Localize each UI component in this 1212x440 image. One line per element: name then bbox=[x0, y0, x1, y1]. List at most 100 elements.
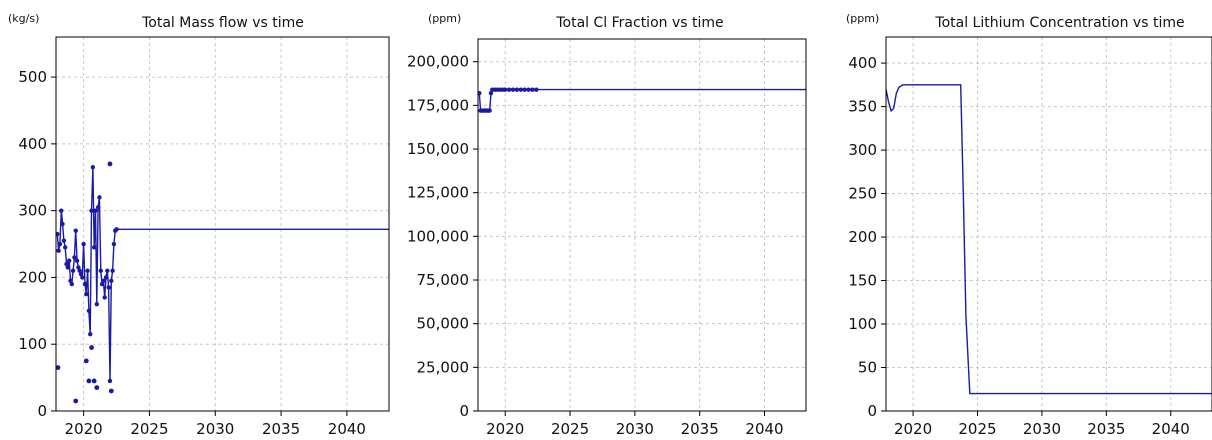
y-tick-label: 100 bbox=[848, 315, 877, 333]
data-point bbox=[89, 345, 94, 350]
data-point bbox=[488, 90, 494, 96]
chart-1: 2020 2025 2030 2035 2040 0 100 200 300 400 500 (kg/… bbox=[8, 12, 390, 438]
data-point bbox=[84, 291, 89, 297]
unit-label: (kg/s) bbox=[8, 12, 39, 25]
data-point bbox=[88, 331, 93, 337]
data-point bbox=[530, 87, 535, 92]
y-tick-label: 125,000 bbox=[407, 184, 469, 202]
data-point bbox=[114, 227, 119, 232]
data-point bbox=[57, 241, 63, 247]
data-point bbox=[510, 87, 516, 92]
data-point bbox=[503, 87, 508, 92]
plot-frame bbox=[477, 38, 807, 412]
x-tick-label: 2020 bbox=[486, 420, 524, 438]
x-tick-label: 2025 bbox=[130, 420, 168, 438]
chart-2: 2020 2025 2030 2035 2040 0 25,000 50,000 75,000 1… bbox=[407, 12, 807, 438]
plot-frame bbox=[55, 36, 390, 412]
y-tick-label: 200 bbox=[848, 228, 877, 246]
y-tick-label: 50,000 bbox=[417, 315, 470, 333]
series-line-1 bbox=[886, 84, 1212, 395]
data-point bbox=[526, 87, 531, 92]
y-tick-label: 75,000 bbox=[417, 271, 470, 289]
data-point bbox=[97, 195, 102, 200]
data-point bbox=[107, 161, 113, 167]
y-tick-label: 150 bbox=[848, 272, 877, 290]
x-tick-label: 2040 bbox=[328, 420, 366, 438]
data-point bbox=[66, 258, 72, 263]
data-point bbox=[106, 285, 111, 290]
y-tick-label: 300 bbox=[848, 141, 877, 159]
y-tick-label: 0 bbox=[37, 402, 47, 420]
data-point bbox=[56, 248, 61, 253]
chart-title: Total Lithium Concentration vs time bbox=[934, 15, 1184, 31]
data-point bbox=[487, 108, 492, 113]
data-point bbox=[506, 87, 512, 92]
data-point bbox=[56, 231, 60, 237]
data-point bbox=[110, 268, 115, 273]
plot-area bbox=[886, 84, 1212, 395]
data-point bbox=[61, 238, 67, 243]
data-point bbox=[85, 268, 90, 273]
data-point bbox=[63, 245, 68, 250]
data-point bbox=[522, 87, 527, 92]
data-point bbox=[89, 208, 94, 213]
data-point bbox=[111, 241, 117, 247]
data-point bbox=[78, 271, 84, 277]
data-point bbox=[56, 365, 61, 370]
data-point bbox=[69, 281, 74, 287]
y-tick-label: 50 bbox=[858, 359, 877, 377]
plot-area bbox=[56, 161, 389, 404]
x-tick-label: 2035 bbox=[262, 420, 300, 438]
y-tick-label: 175,000 bbox=[407, 96, 469, 114]
series-line-1 bbox=[56, 167, 389, 381]
series-line-1 bbox=[478, 88, 806, 112]
data-point bbox=[70, 268, 76, 273]
data-point bbox=[107, 378, 113, 384]
data-point bbox=[518, 87, 523, 92]
data-point bbox=[64, 261, 69, 267]
y-tick-label: 300 bbox=[18, 202, 47, 220]
data-point bbox=[94, 301, 100, 307]
data-point bbox=[108, 388, 114, 394]
data-point bbox=[60, 221, 65, 227]
x-tick-label: 2030 bbox=[616, 420, 654, 438]
x-tick-label: 2030 bbox=[196, 420, 234, 438]
chart-title: Total Cl Fraction vs time bbox=[555, 15, 723, 31]
data-point bbox=[59, 208, 64, 213]
data-point bbox=[86, 378, 92, 384]
y-tick-label: 150,000 bbox=[407, 140, 469, 158]
data-point bbox=[101, 278, 106, 283]
x-tick-label: 2035 bbox=[681, 420, 719, 438]
x-tick-label: 2025 bbox=[958, 420, 996, 438]
chart-3: 2020 2025 2030 2035 2040 0 50 100 150 200 250 300 35… bbox=[846, 12, 1212, 438]
data-point bbox=[98, 268, 103, 273]
plot-frame bbox=[885, 36, 1212, 412]
data-point bbox=[93, 208, 98, 213]
data-point bbox=[65, 265, 71, 270]
data-point bbox=[68, 278, 73, 283]
chart-title: Total Mass flow vs time bbox=[141, 15, 304, 31]
data-point bbox=[86, 308, 92, 314]
data-point bbox=[73, 398, 79, 404]
x-tick-label: 2030 bbox=[1023, 420, 1061, 438]
data-point bbox=[72, 255, 77, 260]
data-point bbox=[514, 87, 520, 92]
data-point bbox=[103, 275, 109, 280]
y-tick-label: 200,000 bbox=[407, 53, 469, 71]
data-point bbox=[77, 268, 82, 273]
data-point bbox=[105, 268, 110, 273]
data-point bbox=[109, 278, 114, 283]
data-point bbox=[80, 275, 85, 280]
y-tick-label: 100 bbox=[18, 335, 47, 353]
data-point bbox=[82, 281, 88, 287]
plot-area bbox=[478, 87, 806, 113]
y-tick-label: 100,000 bbox=[407, 227, 469, 245]
x-tick-label: 2040 bbox=[745, 420, 783, 438]
y-tick-label: 250 bbox=[848, 185, 877, 203]
x-tick-label: 2040 bbox=[1152, 420, 1190, 438]
unit-label: (ppm) bbox=[428, 12, 461, 25]
data-point bbox=[91, 245, 97, 250]
x-tick-label: 2035 bbox=[1087, 420, 1125, 438]
x-tick-label: 2020 bbox=[894, 420, 932, 438]
